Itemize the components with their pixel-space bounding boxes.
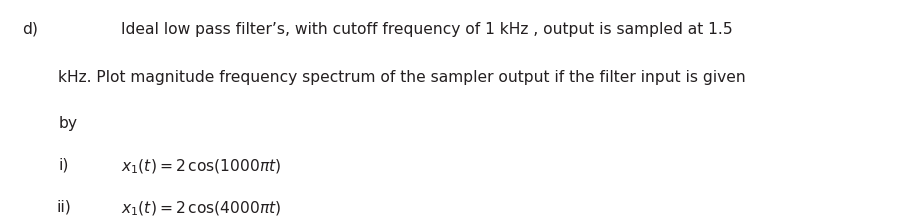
Text: d): d): [22, 22, 39, 37]
Text: $x_1(t) = 2\,\cos(4000\pi t)$: $x_1(t) = 2\,\cos(4000\pi t)$: [121, 199, 281, 218]
Text: Ideal low pass filter’s, with cutoff frequency of 1 kHz , output is sampled at 1: Ideal low pass filter’s, with cutoff fre…: [121, 22, 733, 37]
Text: $x_1(t) = 2\,\cos(1000\pi t)$: $x_1(t) = 2\,\cos(1000\pi t)$: [121, 158, 281, 176]
Text: ii): ii): [57, 199, 71, 214]
Text: i): i): [58, 158, 69, 173]
Text: by: by: [58, 116, 77, 131]
Text: kHz. Plot magnitude frequency spectrum of the sampler output if the filter input: kHz. Plot magnitude frequency spectrum o…: [58, 70, 746, 85]
